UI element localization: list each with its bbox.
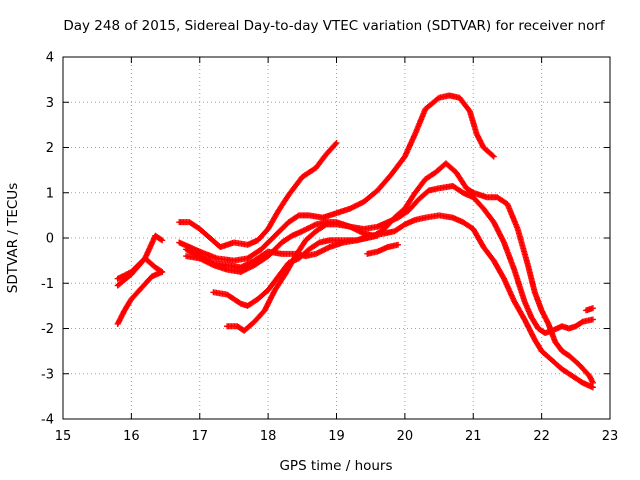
x-tick-label: 16 <box>123 429 140 444</box>
data-point <box>158 236 165 243</box>
plot-frame <box>62 56 611 420</box>
y-tick-label: 2 <box>46 141 54 156</box>
x-axis-label: GPS time / hours <box>279 458 392 474</box>
x-tick-label: 23 <box>602 429 619 444</box>
y-axis-ticks: -4 -3 -2 -1 0 1 2 3 4 <box>41 51 610 428</box>
chart-title: Day 248 of 2015, Sidereal Day-to-day VTE… <box>63 18 606 34</box>
data-point <box>489 152 496 159</box>
y-tick-label: 3 <box>46 96 54 111</box>
data-point <box>159 237 166 244</box>
data-point <box>395 241 402 248</box>
y-tick-label: 4 <box>46 51 54 66</box>
y-tick-label: -1 <box>41 277 54 292</box>
data-point <box>589 305 596 312</box>
data-points <box>114 92 596 391</box>
data-point <box>159 268 166 275</box>
data-point <box>321 222 328 229</box>
y-tick-label: -4 <box>41 413 54 428</box>
data-point <box>333 139 340 146</box>
data-point <box>315 240 322 247</box>
x-tick-label: 20 <box>397 429 414 444</box>
x-tick-label: 22 <box>533 429 550 444</box>
y-tick-label: 0 <box>46 232 54 247</box>
data-point <box>294 213 301 220</box>
data-point <box>589 316 596 323</box>
x-tick-label: 15 <box>55 429 72 444</box>
x-tick-label: 19 <box>328 429 345 444</box>
y-tick-label: 1 <box>46 186 54 201</box>
data-point <box>589 384 596 391</box>
y-tick-label: -3 <box>41 367 54 382</box>
x-axis-ticks: 15 16 17 18 19 20 21 22 23 <box>55 57 619 444</box>
y-axis-label: SDTVAR / TECUs <box>5 183 21 293</box>
x-tick-label: 17 <box>191 429 208 444</box>
data-point <box>490 153 497 160</box>
x-tick-label: 18 <box>260 429 277 444</box>
y-tick-label: -2 <box>41 322 54 337</box>
x-tick-label: 21 <box>465 429 482 444</box>
data-point <box>332 141 339 148</box>
data-point <box>374 232 381 239</box>
